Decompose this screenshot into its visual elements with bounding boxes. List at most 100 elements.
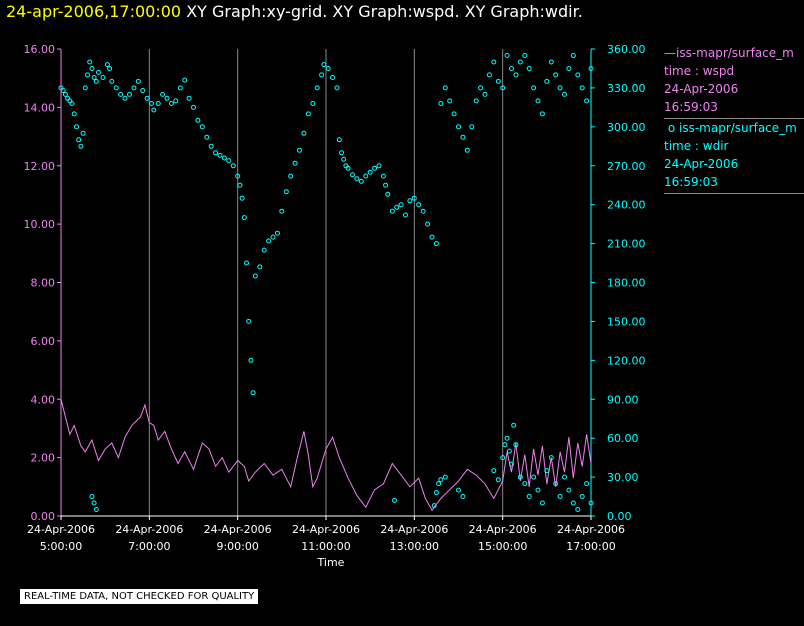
wdir-point [544, 468, 550, 474]
wdir-point [491, 468, 497, 474]
wdir-point [65, 95, 71, 101]
wdir-point [509, 461, 514, 467]
wdir-point [279, 208, 285, 214]
wdir-point [244, 260, 249, 266]
wdir-point [74, 124, 79, 130]
x-tick-date: 24-Apr-2006 [115, 523, 183, 536]
wdir-point [392, 497, 397, 503]
wdir-point [579, 85, 585, 91]
left-tick-label: 16.00 [24, 43, 56, 56]
x-tick-date: 24-Apr-2006 [204, 523, 272, 536]
wdir-point [535, 487, 541, 493]
wdir-point [292, 160, 298, 166]
wdir-point [109, 78, 115, 84]
wdir-point [425, 221, 431, 227]
wdir-point [504, 53, 510, 58]
wdir-point [584, 98, 590, 104]
wdir-point [553, 72, 559, 78]
x-tick-time: 13:00:00 [390, 540, 439, 553]
wdir-point [380, 173, 386, 179]
left-tick-label: 2.00 [31, 452, 56, 465]
wdir-point [226, 158, 232, 164]
wdir-point [252, 273, 258, 279]
wdir-point [270, 234, 276, 240]
wdir-point [491, 59, 497, 65]
x-tick-date: 24-Apr-2006 [469, 523, 537, 536]
legend-wspd-date: 24-Apr-2006 [664, 82, 739, 96]
wdir-point [502, 442, 508, 448]
x-tick-time: 9:00:00 [216, 540, 258, 553]
wdir-point [570, 53, 576, 58]
wdir-point [584, 481, 590, 487]
wdir-point [588, 500, 594, 506]
x-tick-time: 7:00:00 [128, 540, 170, 553]
wdir-point [248, 357, 254, 363]
wdir-point [235, 173, 241, 179]
wdir-point [164, 95, 170, 101]
wdir-point [250, 390, 256, 396]
title-timestamp: 24-apr-2006,17:00:00 [6, 2, 182, 21]
right-tick-label: 270.00 [607, 160, 646, 173]
wdir-point [557, 85, 563, 91]
wdir-point [310, 101, 316, 106]
wdir-point [62, 91, 68, 97]
wdir-point [113, 85, 119, 91]
wdir-point [420, 208, 426, 214]
wdir-point [89, 494, 95, 499]
wdir-point [509, 66, 514, 71]
legend-wdir-field: time : wdir [664, 139, 729, 153]
wdir-point [118, 91, 124, 97]
left-tick-label: 14.00 [24, 101, 56, 114]
wdir-point [478, 85, 484, 91]
wdir-point [436, 481, 442, 487]
wdir-point [71, 111, 77, 117]
legend: —iss-mapr/surface_m time : wspd 24-Apr-2… [664, 44, 804, 194]
wdir-point [131, 85, 137, 91]
wdir-point [575, 72, 581, 78]
wdir-point [135, 78, 141, 84]
right-tick-label: 150.00 [607, 315, 646, 328]
wdir-point [358, 178, 364, 184]
wdir-point [345, 165, 351, 171]
wdir-point [517, 474, 523, 480]
wdir-point [363, 173, 369, 179]
wdir-point [297, 147, 302, 153]
right-tick-label: 60.00 [607, 432, 639, 445]
wdir-point [319, 72, 325, 78]
wdir-point [321, 62, 327, 68]
wdir-point [433, 490, 439, 496]
wdir-point [82, 85, 88, 91]
x-tick-date: 24-Apr-2006 [27, 523, 95, 536]
wdir-point [96, 69, 101, 75]
wdir-point [464, 147, 470, 153]
wdir-point [575, 507, 581, 512]
legend-wdir-time: 16:59:03 [664, 175, 718, 189]
wdir-point [261, 247, 267, 253]
left-tick-label: 0.00 [31, 510, 56, 523]
wdir-point [199, 124, 205, 130]
wdir-point [217, 152, 223, 158]
wdir-point [385, 191, 391, 197]
legend-wdir-date: 24-Apr-2006 [664, 157, 739, 171]
wdir-point [168, 101, 174, 106]
wdir-point [403, 212, 408, 218]
wdir-point [442, 474, 448, 480]
wdir-point [511, 422, 517, 428]
legend-circle-marker: o [667, 121, 676, 135]
wdir-point [544, 78, 550, 84]
wdir-point [539, 500, 545, 506]
wdir-point [394, 204, 400, 210]
wdir-point [389, 208, 395, 214]
wdir-point [588, 66, 594, 71]
wdir-point [87, 59, 93, 65]
wdir-point [495, 78, 501, 84]
wdir-point [442, 85, 448, 91]
wdir-point [208, 143, 214, 149]
chart-title: 24-apr-2006,17:00:00 XY Graph:xy-grid. X… [6, 2, 583, 21]
wdir-point [341, 156, 347, 162]
wdir-point [539, 111, 545, 117]
x-tick-time: 5:00:00 [40, 540, 82, 553]
wdir-point [566, 66, 572, 71]
wdir-point [60, 88, 66, 93]
wdir-point [339, 150, 344, 156]
